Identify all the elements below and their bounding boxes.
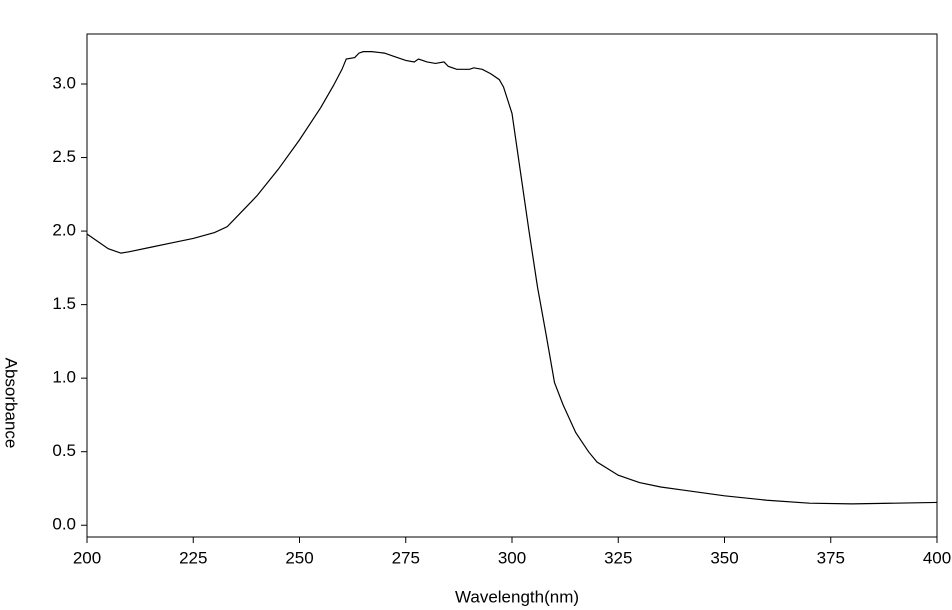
x-tick-label: 300 [498,548,526,567]
y-axis-label: Absorbance [2,358,21,449]
y-tick-label: 1.5 [52,294,76,313]
x-tick-label: 225 [179,548,207,567]
x-tick-label: 400 [923,548,951,567]
x-tick-label: 200 [73,548,101,567]
y-tick-label: 0.0 [52,515,76,534]
x-tick-label: 350 [710,548,738,567]
y-tick-label: 3.0 [52,73,76,92]
y-tick-label: 0.5 [52,441,76,460]
y-tick-label: 2.5 [52,147,76,166]
plot-frame [86,33,938,538]
x-tick-label: 325 [604,548,632,567]
x-tick-label: 375 [817,548,845,567]
x-tick-label: 275 [392,548,420,567]
y-tick-label: 1.0 [52,368,76,387]
x-tick-label: 250 [285,548,313,567]
data-line [86,51,938,505]
x-axis-label: Wavelength(nm) [455,587,579,606]
y-tick-label: 2.0 [52,221,76,240]
